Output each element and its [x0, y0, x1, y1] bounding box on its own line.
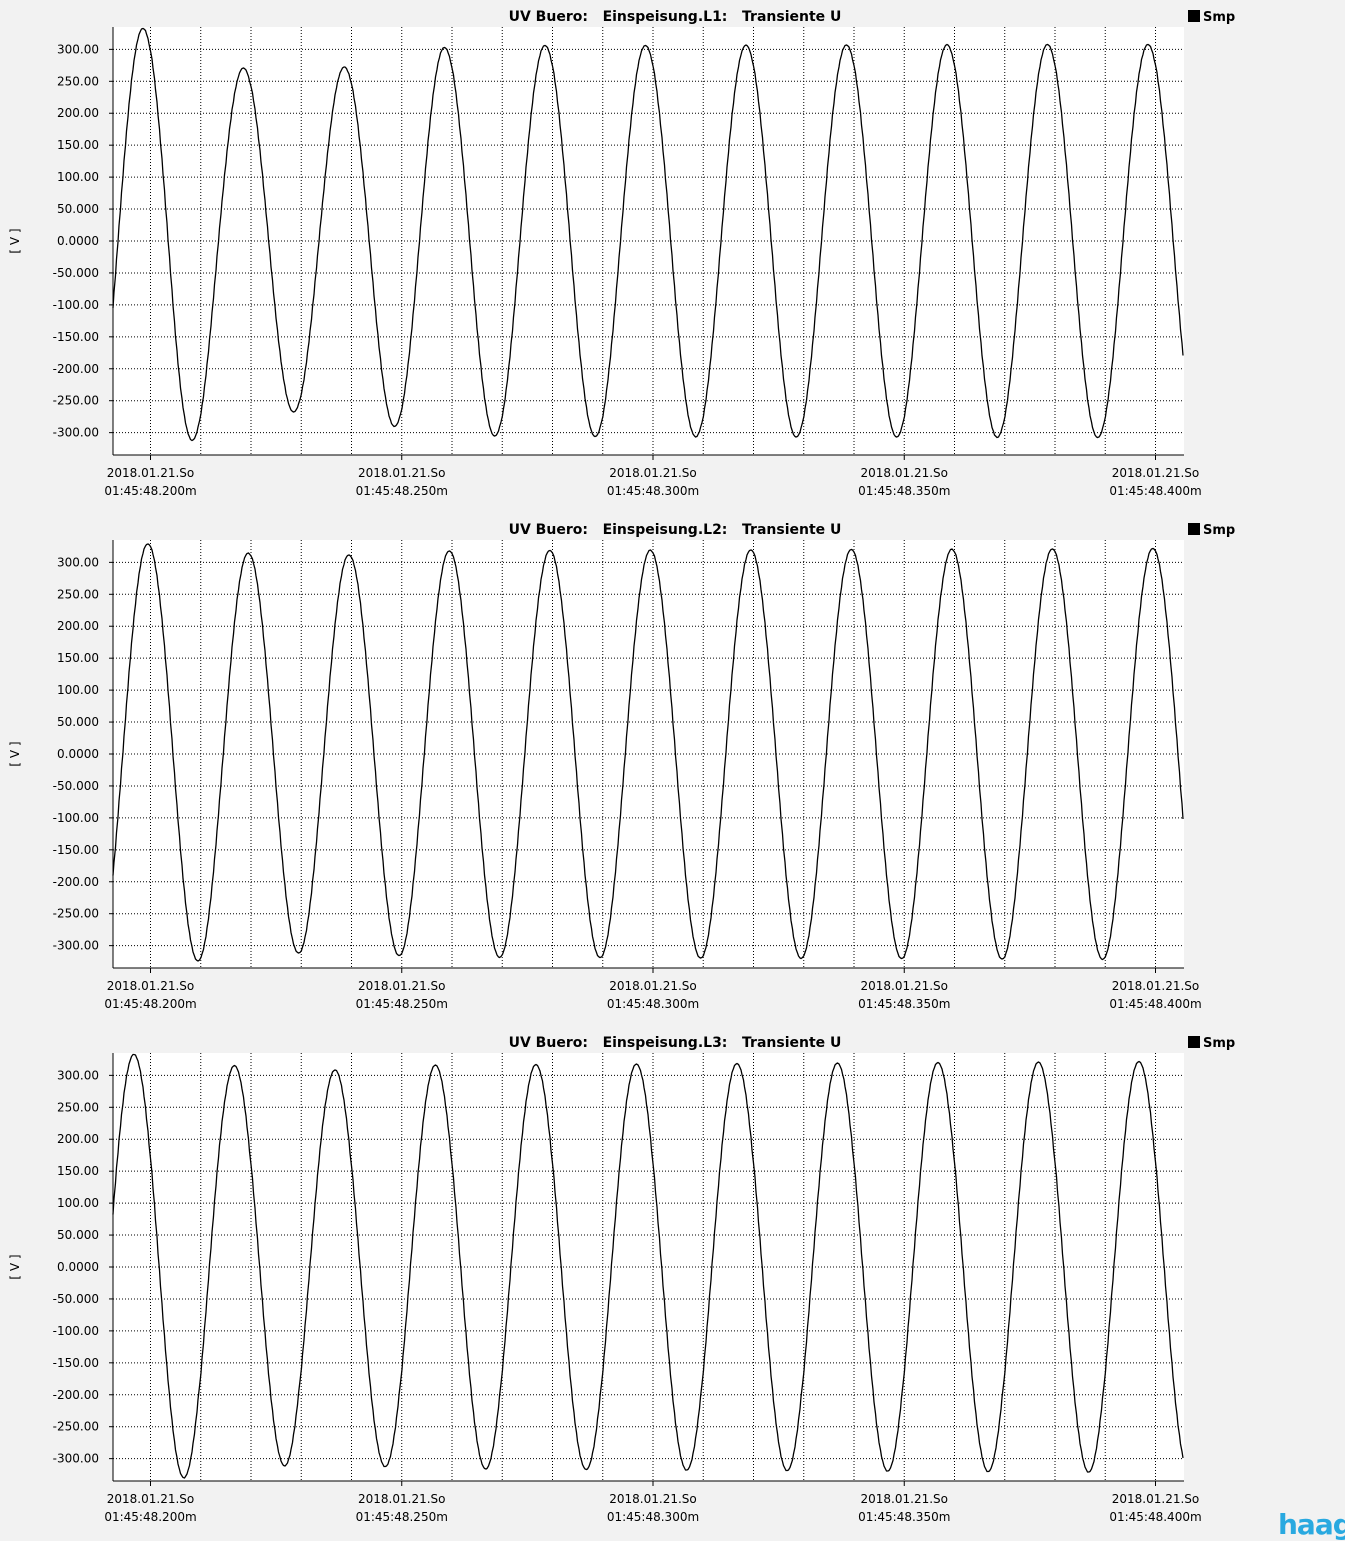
y-tick-label: -250.00 [53, 907, 99, 921]
y-axis-label: [ V ] [8, 228, 22, 253]
y-tick-label: 300.00 [57, 555, 99, 569]
y-tick-label: -300.00 [53, 1452, 99, 1466]
legend-swatch [1188, 10, 1200, 22]
y-tick-label: -50.000 [53, 266, 99, 280]
y-tick-label: 300.00 [57, 42, 99, 56]
x-tick-time: 01:45:48.300m [607, 1510, 699, 1524]
chart-title: UV Buero: Einspeisung.L1: Transiente U [509, 9, 842, 25]
x-tick-time: 01:45:48.400m [1109, 1510, 1201, 1524]
y-tick-label: 250.00 [57, 587, 99, 601]
y-tick-label: -300.00 [53, 426, 99, 440]
x-tick-date: 2018.01.21.So [358, 466, 445, 480]
y-tick-label: -50.000 [53, 1292, 99, 1306]
y-axis-label: [ V ] [8, 741, 22, 766]
y-tick-label: 0.0000 [57, 234, 99, 248]
y-axis-label: [ V ] [8, 1254, 22, 1279]
y-tick-label: 0.0000 [57, 747, 99, 761]
chart-panel-l1: 300.00 250.00 200.00 150.00 100.00 50.000 0.00… [0, 0, 1345, 513]
chart-svg: 300.00 250.00 200.00 150.00 100.00 50.000 0.00… [8, 9, 1235, 498]
x-tick-date: 2018.01.21.So [861, 466, 948, 480]
x-tick-time: 01:45:48.400m [1109, 997, 1201, 1011]
x-tick-date: 2018.01.21.So [861, 1492, 948, 1506]
chart-panel-l2: 300.00 250.00 200.00 150.00 100.00 50.000 0.00… [0, 513, 1345, 1026]
y-tick-label: 150.00 [57, 1164, 99, 1178]
chart-panel-l3: 300.00 250.00 200.00 150.00 100.00 50.000 0.00… [0, 1026, 1345, 1539]
y-tick-label: 100.00 [57, 170, 99, 184]
x-tick-time: 01:45:48.250m [356, 484, 448, 498]
x-tick-date: 2018.01.21.So [1112, 979, 1199, 993]
x-tick-date: 2018.01.21.So [107, 979, 194, 993]
haag-logo: haag [1278, 1508, 1345, 1541]
x-tick-date: 2018.01.21.So [609, 466, 696, 480]
y-tick-label: -200.00 [53, 1388, 99, 1402]
x-tick-time: 01:45:48.350m [858, 1510, 950, 1524]
y-tick-label: 200.00 [57, 619, 99, 633]
x-tick-date: 2018.01.21.So [107, 1492, 194, 1506]
y-tick-label: -300.00 [53, 939, 99, 953]
x-tick-time: 01:45:48.200m [104, 1510, 196, 1524]
y-tick-label: -200.00 [53, 875, 99, 889]
y-tick-label: -100.00 [53, 298, 99, 312]
y-tick-label: 300.00 [57, 1068, 99, 1082]
y-tick-label: 0.0000 [57, 1260, 99, 1274]
y-tick-label: 50.000 [57, 715, 99, 729]
x-tick-time: 01:45:48.250m [356, 1510, 448, 1524]
plot-area [113, 27, 1184, 455]
y-tick-label: -250.00 [53, 394, 99, 408]
y-tick-label: 100.00 [57, 683, 99, 697]
y-tick-label: 150.00 [57, 651, 99, 665]
x-tick-date: 2018.01.21.So [1112, 1492, 1199, 1506]
plot-area [113, 540, 1184, 968]
chart-svg: 300.00 250.00 200.00 150.00 100.00 50.000 0.00… [8, 1035, 1235, 1524]
x-tick-date: 2018.01.21.So [609, 979, 696, 993]
y-tick-label: 200.00 [57, 106, 99, 120]
x-tick-date: 2018.01.21.So [358, 1492, 445, 1506]
x-tick-time: 01:45:48.400m [1109, 484, 1201, 498]
y-tick-label: -100.00 [53, 811, 99, 825]
x-tick-date: 2018.01.21.So [358, 979, 445, 993]
y-tick-label: -250.00 [53, 1420, 99, 1434]
x-tick-date: 2018.01.21.So [609, 1492, 696, 1506]
x-tick-time: 01:45:48.300m [607, 997, 699, 1011]
y-tick-label: 100.00 [57, 1196, 99, 1210]
y-tick-label: -100.00 [53, 1324, 99, 1338]
y-tick-label: 50.000 [57, 1228, 99, 1242]
legend-label: Smp [1203, 1036, 1235, 1051]
x-tick-date: 2018.01.21.So [1112, 466, 1199, 480]
legend-label: Smp [1203, 523, 1235, 538]
y-tick-label: -50.000 [53, 779, 99, 793]
chart-title: UV Buero: Einspeisung.L2: Transiente U [509, 522, 842, 538]
x-tick-time: 01:45:48.300m [607, 484, 699, 498]
x-tick-time: 01:45:48.200m [104, 997, 196, 1011]
legend-swatch [1188, 523, 1200, 535]
chart-svg: 300.00 250.00 200.00 150.00 100.00 50.000 0.00… [8, 522, 1235, 1011]
y-tick-label: 200.00 [57, 1132, 99, 1146]
y-tick-label: 50.000 [57, 202, 99, 216]
legend-label: Smp [1203, 10, 1235, 25]
series-line-smp [112, 1053, 1184, 1479]
x-tick-time: 01:45:48.350m [858, 484, 950, 498]
y-tick-label: 150.00 [57, 138, 99, 152]
x-tick-date: 2018.01.21.So [107, 466, 194, 480]
x-tick-time: 01:45:48.350m [858, 997, 950, 1011]
y-tick-label: 250.00 [57, 74, 99, 88]
y-tick-label: -200.00 [53, 362, 99, 376]
chart-title: UV Buero: Einspeisung.L3: Transiente U [509, 1035, 842, 1051]
x-tick-time: 01:45:48.200m [104, 484, 196, 498]
series-line-smp [112, 543, 1184, 962]
y-tick-label: -150.00 [53, 843, 99, 857]
y-tick-label: 250.00 [57, 1100, 99, 1114]
legend-swatch [1188, 1036, 1200, 1048]
x-tick-time: 01:45:48.250m [356, 997, 448, 1011]
x-tick-date: 2018.01.21.So [861, 979, 948, 993]
y-tick-label: -150.00 [53, 1356, 99, 1370]
y-tick-label: -150.00 [53, 330, 99, 344]
series-line-smp [112, 27, 1184, 442]
